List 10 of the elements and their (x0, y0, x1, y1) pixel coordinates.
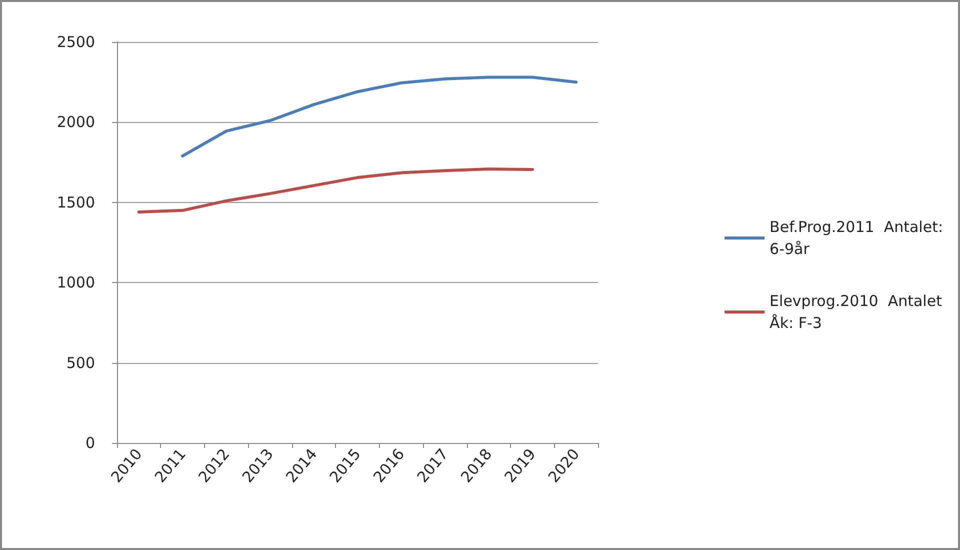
y-tick-label: 0 (85, 434, 95, 452)
y-tick-label: 1000 (56, 274, 95, 292)
line-series (137, 168, 534, 214)
y-tick-label: 500 (66, 354, 95, 372)
line-series (181, 76, 578, 158)
y-tick-label: 2500 (56, 33, 95, 51)
legend-label: Bef.Prog.2011 Antalet: 6-9år (770, 218, 944, 258)
y-tick-label: 1500 (56, 193, 95, 212)
legend-label: Elevprog.2010 Antalet Åk: F-3 (770, 292, 942, 332)
y-tick-label: 2000 (56, 113, 95, 132)
